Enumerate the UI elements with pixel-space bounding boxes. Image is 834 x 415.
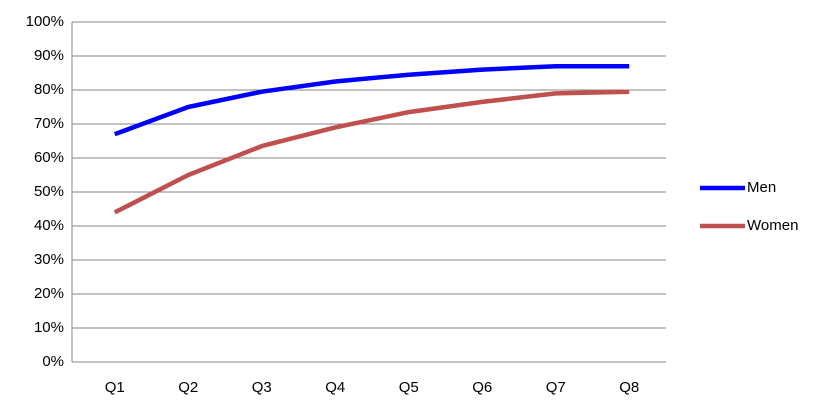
y-tick-label: 10%	[34, 319, 64, 336]
x-tick-label: Q2	[178, 379, 198, 396]
legend-label: Women	[747, 217, 798, 234]
y-tick-label: 80%	[34, 81, 64, 98]
series-line	[113, 89, 630, 215]
y-tick-label: 60%	[34, 149, 64, 166]
series-line	[113, 63, 630, 137]
y-tick-label: 0%	[42, 353, 64, 370]
y-tick-label: 90%	[34, 47, 64, 64]
legend-label: Men	[747, 179, 776, 196]
x-tick-label: Q8	[619, 379, 639, 396]
x-tick-label: Q7	[546, 379, 566, 396]
x-tick-label: Q5	[399, 379, 419, 396]
y-tick-label: 70%	[34, 115, 64, 132]
y-tick-label: 30%	[34, 251, 64, 268]
y-tick-label: 100%	[26, 13, 64, 30]
y-tick-label: 50%	[34, 183, 64, 200]
x-tick-label: Q3	[252, 379, 272, 396]
y-tick-label: 40%	[34, 217, 64, 234]
y-tick-label: 20%	[34, 285, 64, 302]
x-tick-label: Q4	[325, 379, 345, 396]
x-tick-label: Q6	[472, 379, 492, 396]
x-tick-label: Q1	[105, 379, 125, 396]
